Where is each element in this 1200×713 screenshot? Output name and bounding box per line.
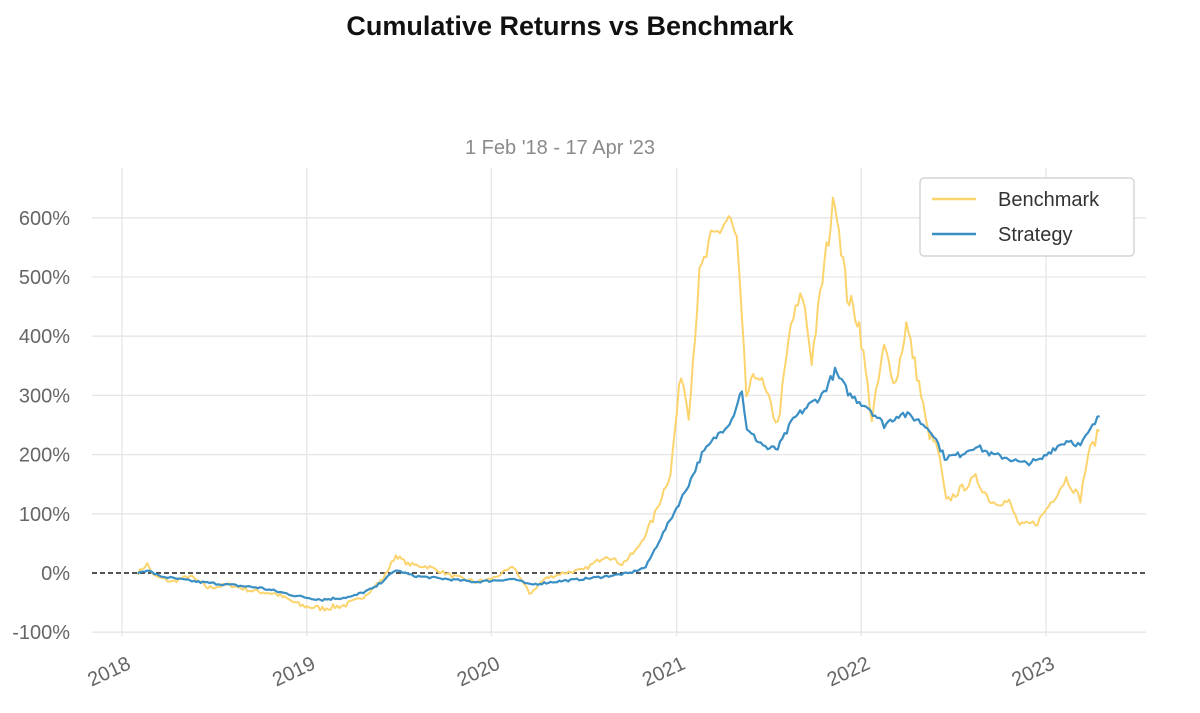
y-tick-label: 400% [19,326,70,348]
y-tick-label: 100% [19,504,70,526]
legend-box [919,177,1135,257]
y-tick-label: -100% [12,622,70,644]
x-tick-label: 2021 [639,653,689,692]
chart-title: Cumulative Returns vs Benchmark [346,11,794,41]
legend-label-strategy: Strategy [998,224,1072,246]
x-tick-label: 2023 [1008,653,1058,692]
series-line-benchmark [136,196,1101,612]
y-tick-label: 300% [19,385,70,407]
y-tick-label: 0% [41,563,70,585]
legend: Benchmark Strategy [919,177,1135,257]
x-axis: 2018 2019 2020 2021 2022 2023 [84,653,1058,692]
chart-subtitle: 1 Feb '18 - 17 Apr '23 [465,137,655,159]
grid [92,168,1146,636]
series-lines [136,196,1101,612]
y-tick-label: 200% [19,445,70,467]
legend-label-benchmark: Benchmark [998,189,1100,211]
x-tick-label: 2018 [84,653,134,692]
x-tick-label: 2019 [269,653,319,692]
series-line-strategy [137,366,1100,602]
y-tick-label: 600% [19,208,70,230]
x-tick-label: 2022 [824,653,874,692]
y-axis: -100% 0% 100% 200% 300% 400% 500% 600% [12,208,70,644]
y-tick-label: 500% [19,267,70,289]
x-tick-label: 2020 [454,653,504,692]
